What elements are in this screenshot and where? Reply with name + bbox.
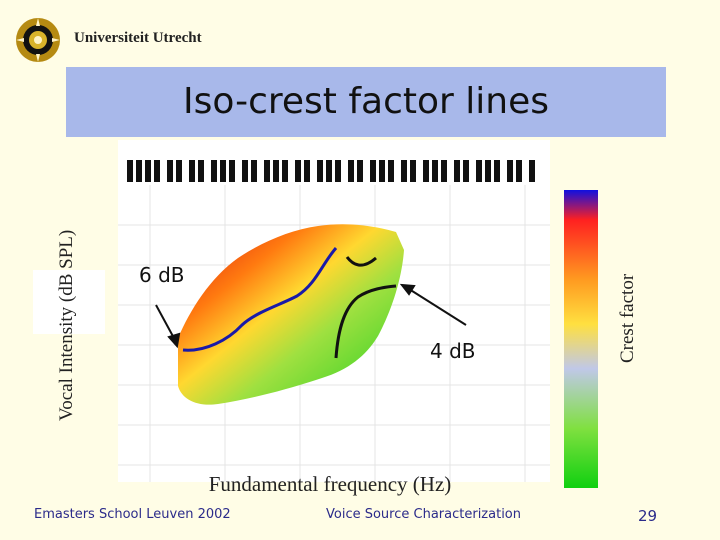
footer-course: Emasters School Leuven 2002 (34, 507, 231, 522)
ylabel-backdrop (33, 270, 105, 334)
slide-title: Iso-crest factor lines (183, 81, 549, 122)
iso-crest-line-4db (334, 284, 397, 359)
university-logo: Universiteit Utrecht (14, 16, 214, 66)
grid (118, 185, 550, 482)
annotation-4db: 4 dB (430, 339, 476, 363)
institution-name: Universiteit Utrecht (74, 30, 202, 46)
crest-factor-colorbar (564, 190, 598, 488)
colorbar-label: Crest factor (617, 273, 638, 363)
title-bar: Iso-crest factor lines (66, 67, 666, 137)
voice-range-region (178, 224, 404, 405)
iso-crest-line-6db (182, 247, 338, 352)
page-number: 29 (638, 507, 658, 525)
y-axis-label: Vocal Intensity (dB SPL) (56, 229, 77, 421)
annotation-arrows (155, 283, 467, 349)
annotation-6db: 6 dB (139, 263, 185, 287)
university-seal-icon (16, 18, 60, 62)
x-axis-label: Fundamental frequency (Hz) (208, 472, 452, 496)
iso-crest-line-6db-upper (345, 256, 377, 267)
footer-topic: Voice Source Characterization (326, 507, 521, 522)
piano-keyboard (127, 160, 535, 182)
